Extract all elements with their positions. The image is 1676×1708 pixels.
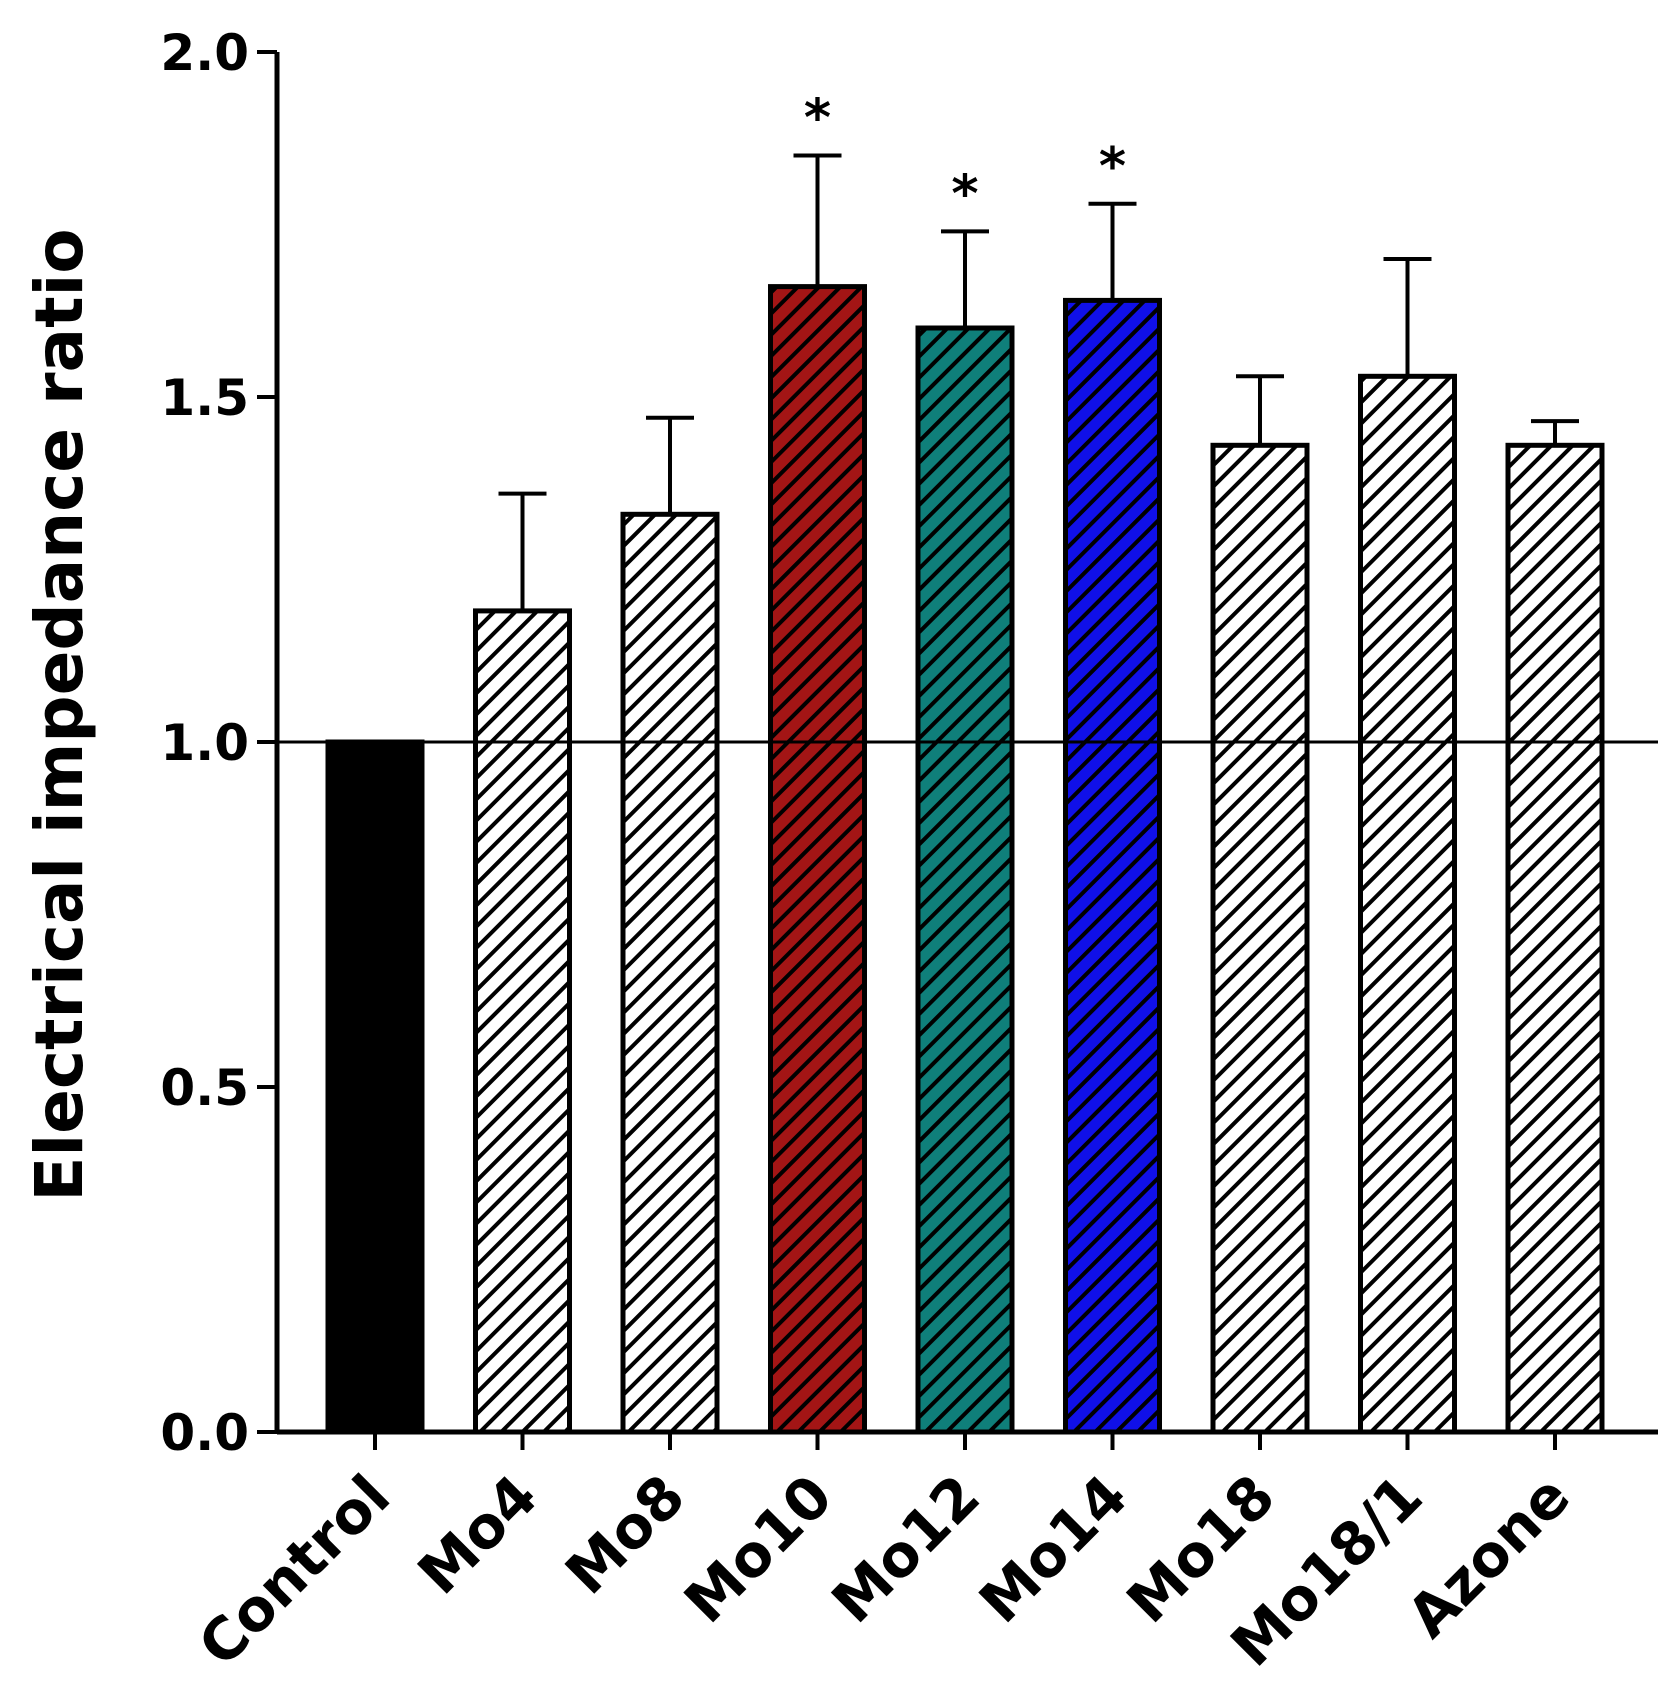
x-tick-label: Control (185, 1462, 403, 1680)
y-axis-title-group: Electrical impedance ratio (21, 228, 98, 1201)
bar-mo10 (768, 284, 867, 1435)
bar-mo4 (473, 608, 572, 1435)
x-tick-label: Mo4 (405, 1462, 551, 1608)
bar-control (325, 739, 425, 1435)
significance-marker: * (951, 164, 978, 224)
bars-layer (325, 153, 1605, 1435)
x-tick-label: Mo12 (819, 1462, 993, 1636)
significance-marker: * (804, 89, 831, 149)
bar-mo14 (1063, 297, 1162, 1435)
y-tick-label: 2.0 (160, 24, 249, 82)
x-tick-label: Mo14 (966, 1462, 1140, 1636)
bar-mo18-1 (1358, 373, 1457, 1435)
y-tick-label: 1.0 (160, 714, 249, 772)
y-tick-label: 0.0 (160, 1404, 249, 1462)
axes-layer: 0.0 0.5 1.0 1.5 2.0 (160, 24, 1658, 1462)
y-axis-title: Electrical impedance ratio (21, 228, 98, 1201)
y-tick-label: 0.5 (160, 1059, 249, 1117)
y-tick-label: 1.5 (160, 369, 249, 427)
bar-azone (1505, 442, 1605, 1435)
bar-mo12 (915, 325, 1015, 1435)
bar-mo18 (1210, 442, 1310, 1435)
significance-marker: * (1099, 137, 1126, 197)
x-tick-label: Mo10 (671, 1462, 845, 1636)
x-tick-label: Azone (1394, 1462, 1583, 1651)
bar-mo8 (620, 511, 720, 1435)
